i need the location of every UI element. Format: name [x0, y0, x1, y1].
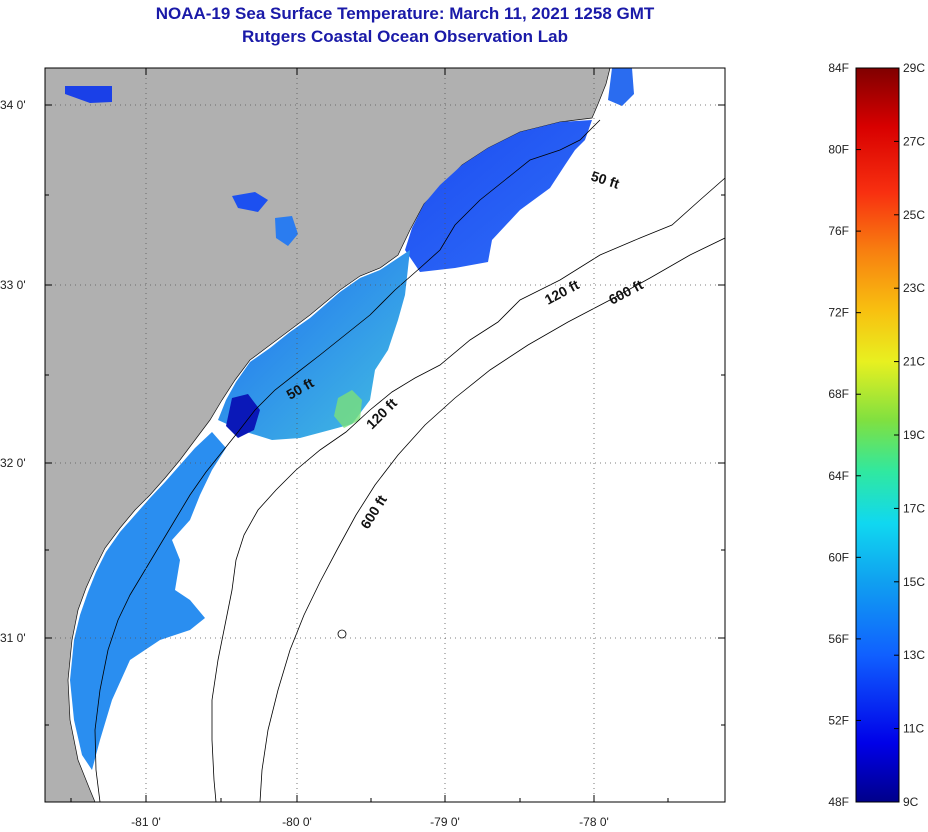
- colorbar-c-label: 15C: [903, 575, 925, 589]
- colorbar-f-label: 68F: [828, 387, 849, 401]
- colorbar-c-label: 13C: [903, 648, 925, 662]
- colorbar-c-label: 17C: [903, 501, 925, 515]
- colorbar-c-label: 11C: [903, 722, 924, 736]
- sst-swath-central: [218, 250, 410, 440]
- lon-label-80: -80 0': [282, 815, 312, 829]
- map-subtitle: Rutgers Coastal Ocean Observation Lab: [242, 27, 568, 46]
- colorbar-c-label: 21C: [903, 355, 925, 369]
- colorbar-c-label: 19C: [903, 428, 925, 442]
- colorbar-f-label: 60F: [828, 550, 849, 564]
- sst-cold-patch: [226, 394, 260, 438]
- colorbar-f-label: 52F: [828, 713, 849, 727]
- map-title: NOAA-19 Sea Surface Temperature: March 1…: [155, 4, 655, 23]
- colorbar-f-label: 80F: [828, 143, 849, 157]
- lat-label-31: 31 0': [0, 631, 26, 645]
- colorbar-c-label: 27C: [903, 134, 925, 148]
- colorbar-f-label: 48F: [828, 795, 849, 809]
- colorbar-f-label: 56F: [828, 632, 849, 646]
- contour-50ft: [94, 119, 601, 802]
- sst-swath-north: [405, 120, 592, 272]
- contour-120ft: [211, 177, 725, 802]
- colorbar-f-label: 64F: [828, 469, 849, 483]
- colorbar-c-label: 25C: [903, 208, 925, 222]
- colorbar-c-label: 29C: [903, 61, 925, 75]
- lon-label-79: -79 0': [430, 815, 460, 829]
- colorbar-c-label: 23C: [903, 281, 925, 295]
- colorbar-c-label: 9C: [903, 795, 919, 809]
- lat-label-33: 33 0': [0, 278, 26, 292]
- lon-label-78: -78 0': [579, 815, 609, 829]
- colorbar-f-label: 72F: [828, 306, 849, 320]
- tick-marks: [45, 68, 725, 802]
- colorbar-labels: 84F 80F 76F 72F 68F 64F 60F 56F 52F 48F 29C 27C 25C 2…: [828, 61, 925, 809]
- sst-swath-south: [70, 432, 226, 770]
- contour-ring: [337, 629, 347, 639]
- sst-small-patch-2: [232, 192, 268, 212]
- sst-north-tip: [608, 68, 634, 106]
- sst-warm-patch: [334, 390, 362, 428]
- lon-label-81: -81 0': [131, 815, 161, 829]
- colorbar-gradient: [855, 67, 900, 803]
- sst-small-patch: [275, 216, 298, 246]
- colorbar-f-label: 76F: [828, 224, 849, 238]
- map-frame: [44, 67, 726, 803]
- graticule: [45, 68, 725, 802]
- lat-label-32: 32 0': [0, 456, 26, 470]
- colorbar-f-label: 84F: [828, 61, 849, 75]
- contour-600ft: [259, 237, 725, 802]
- sst-inland-patch: [65, 86, 112, 103]
- colorbar-ticks: [856, 67, 899, 803]
- lat-label-34: 34 0': [0, 98, 26, 112]
